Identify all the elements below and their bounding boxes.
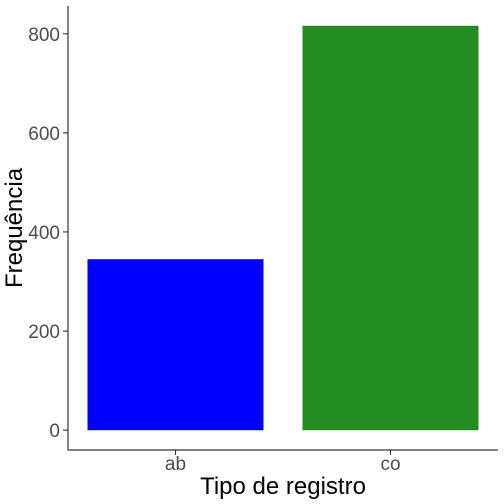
y-tick-label-0: 0 bbox=[49, 421, 60, 442]
y-axis-title: Frequência bbox=[1, 167, 28, 288]
x-tick-label-co: co bbox=[380, 454, 400, 475]
y-tick-label-200: 200 bbox=[28, 322, 60, 343]
x-tick-label-ab: ab bbox=[165, 454, 186, 475]
bar-ab bbox=[88, 259, 264, 430]
x-axis-ticks: ab co bbox=[165, 450, 401, 475]
y-tick-label-600: 600 bbox=[28, 124, 60, 145]
x-axis-title: Tipo de registro bbox=[200, 473, 366, 500]
y-tick-label-800: 800 bbox=[28, 25, 60, 46]
bar-co bbox=[303, 26, 479, 430]
bars-group bbox=[88, 26, 479, 430]
y-tick-label-400: 400 bbox=[28, 223, 60, 244]
y-axis-ticks: 0 200 400 600 800 bbox=[28, 25, 68, 442]
